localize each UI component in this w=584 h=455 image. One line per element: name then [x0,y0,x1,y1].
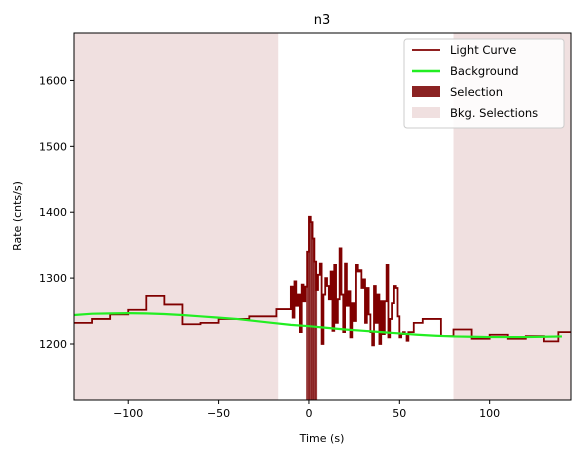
selection-region [308,216,311,400]
background-fit-layer [73,312,562,339]
x-tick-label: 100 [479,407,500,420]
x-tick-label: 50 [392,407,406,420]
selection-region [316,289,318,400]
legend-swatch [412,107,440,118]
chart-title: n3 [314,13,331,28]
selection-region [314,261,317,400]
selection-region [312,238,315,400]
x-tick-label: −100 [113,407,143,420]
background-series [73,312,562,339]
x-axis-label: Time (s) [299,432,345,445]
bkg-selection-region [74,33,279,400]
legend-label: Light Curve [450,43,516,57]
y-tick-label: 1200 [39,338,67,351]
legend-label: Background [450,64,519,78]
plot-frame [73,32,572,401]
y-tick-label: 1500 [39,140,67,153]
legend-box [403,38,565,129]
y-ticks: 1200 1300 1400 1500 1600 [39,74,74,351]
y-tick-label: 1400 [39,206,67,219]
legend-swatch [412,86,440,97]
legend-label: Bkg. Selections [450,106,538,120]
legend-label: Selection [450,85,503,99]
selection-region [306,286,308,400]
axes-frame [73,32,572,401]
legend: Light Curve Background Selection Bkg. Selec… [403,38,565,129]
x-tick-label: −50 [207,407,230,420]
y-tick-label: 1600 [39,74,67,87]
selection-region [310,222,313,400]
x-tick-label: 0 [305,407,312,420]
selection-layer [306,216,318,400]
x-ticks: −100 −50 0 50 100 [113,400,500,420]
y-tick-label: 1300 [39,272,67,285]
y-axis-label: Rate (cnts/s) [11,181,24,251]
